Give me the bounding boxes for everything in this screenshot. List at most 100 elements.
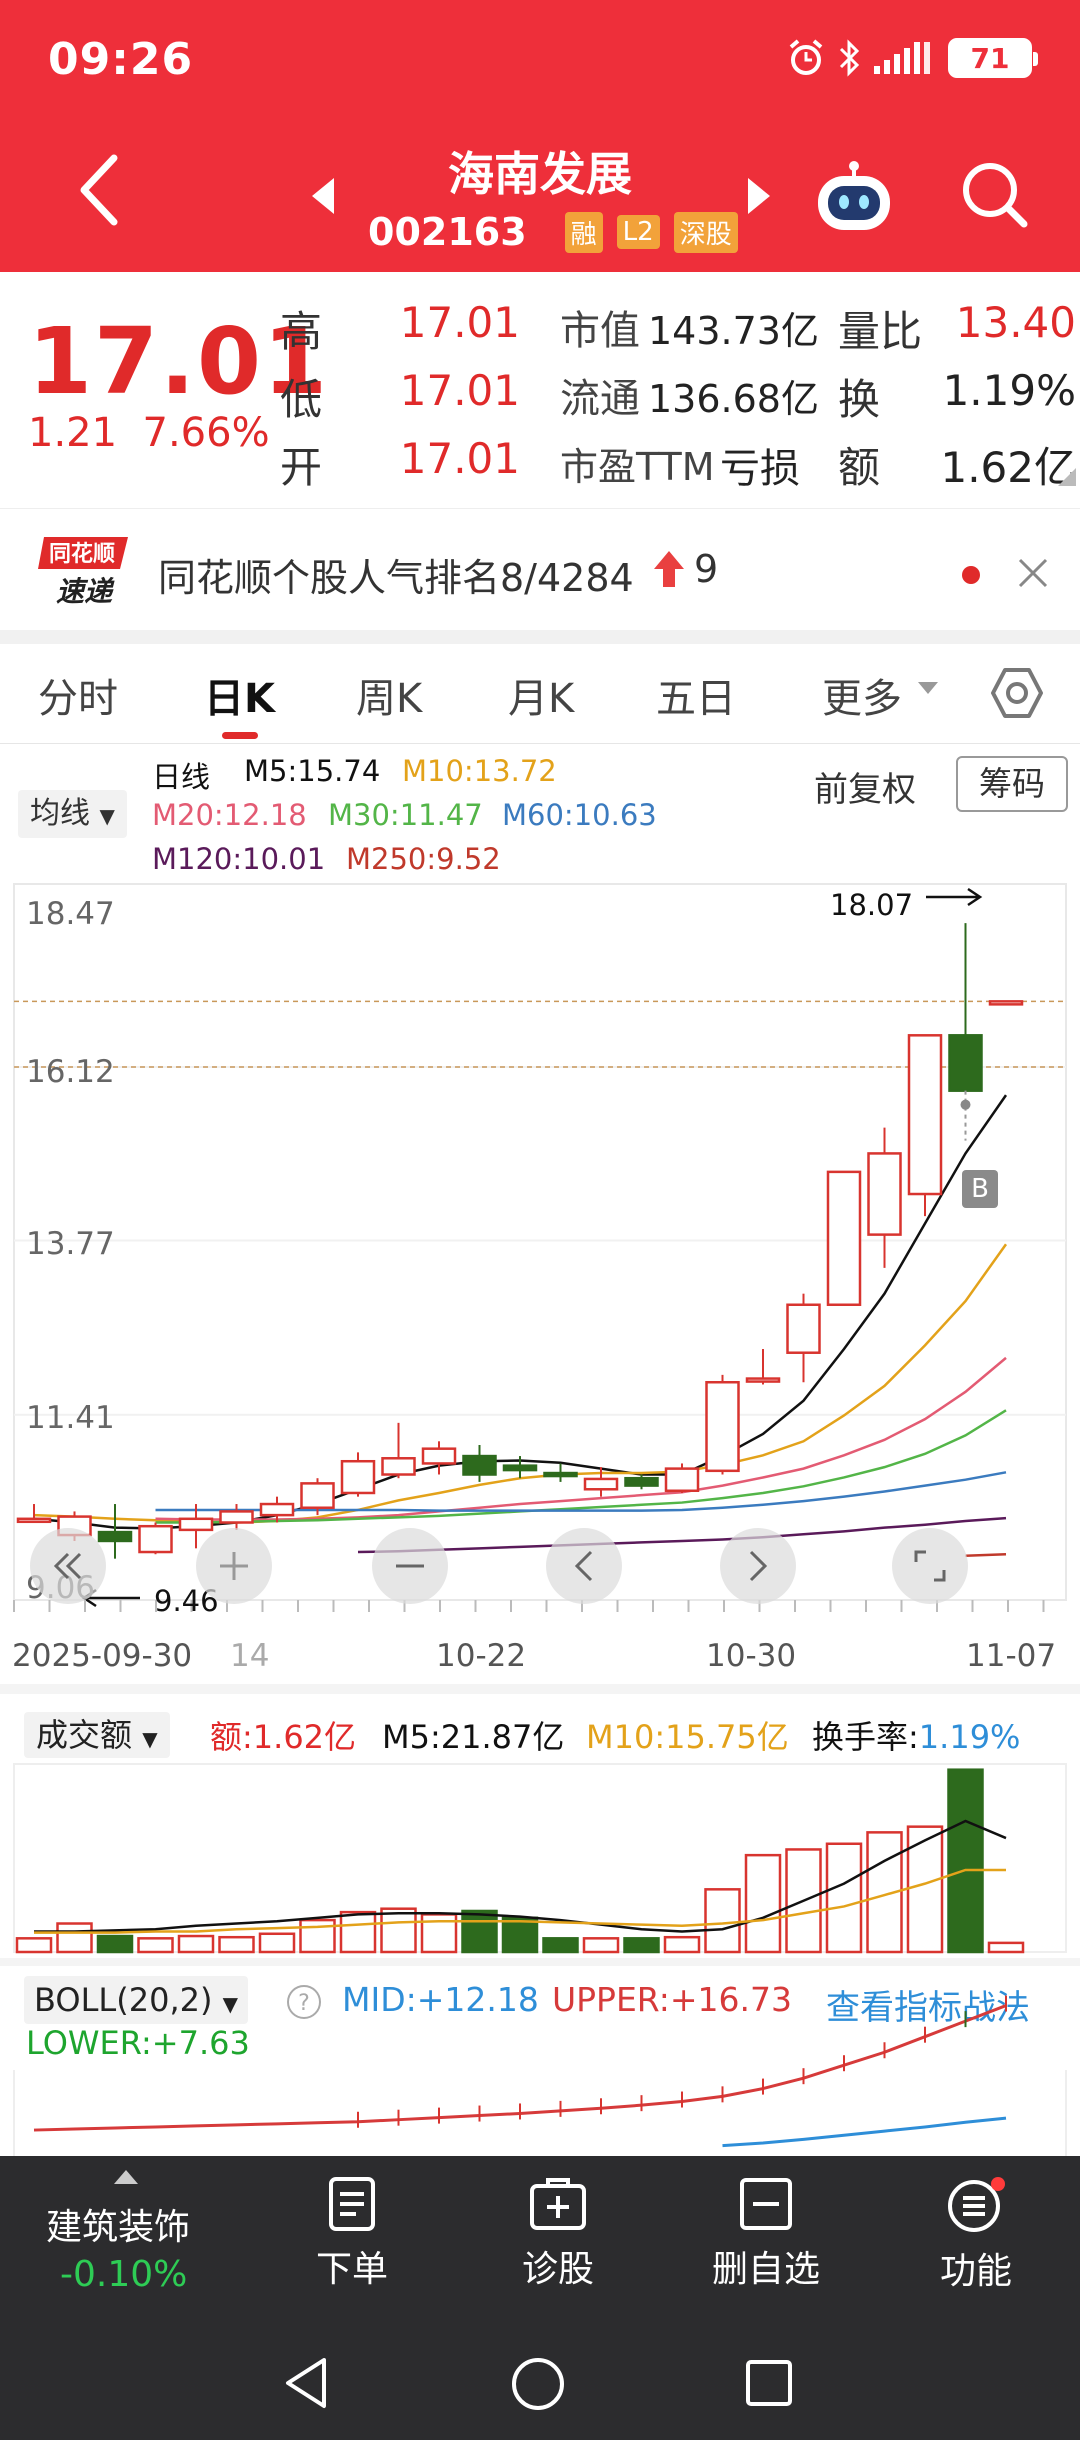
- close-icon[interactable]: [1014, 554, 1052, 592]
- volume-bar: [380, 1907, 417, 1954]
- signal-icon: [874, 42, 930, 74]
- high-arrow: [926, 887, 983, 907]
- float-cap-value: 136.68亿: [648, 377, 819, 421]
- candle-body: [502, 1464, 538, 1472]
- volume-chart[interactable]: [0, 1760, 1080, 1960]
- tab-monthly-k[interactable]: 月K: [508, 676, 575, 722]
- ma20-label: M20:12.18: [152, 798, 307, 832]
- chip-distribution-button[interactable]: 筹码: [956, 756, 1068, 812]
- volume-indicator-select[interactable]: 成交额 ▼: [24, 1712, 170, 1758]
- scroll-left-button[interactable]: [546, 1528, 622, 1604]
- candle-body: [340, 1459, 376, 1495]
- candle-body: [786, 1303, 821, 1354]
- section-divider: [0, 1684, 1080, 1694]
- volume-bar: [623, 1937, 660, 1954]
- float-cap-label: 流通: [560, 376, 640, 422]
- volume-bar: [96, 1934, 134, 1954]
- tab-weekly-k[interactable]: 周K: [356, 676, 423, 722]
- forward-adjust-toggle[interactable]: 前复权: [814, 770, 916, 810]
- boll-chart[interactable]: [0, 1990, 1080, 2156]
- volume-bar: [56, 1922, 93, 1954]
- back-button[interactable]: [70, 150, 130, 230]
- robot-assistant-icon[interactable]: [814, 160, 894, 232]
- change-percent: 7.66%: [142, 410, 270, 456]
- boll-mid: MID:+12.18: [342, 1980, 539, 2019]
- rank-up-arrow-icon: [654, 551, 684, 587]
- fullscreen-icon: [914, 1550, 946, 1582]
- candle-body: [867, 1152, 902, 1236]
- candle-body: [664, 1467, 700, 1493]
- candle-body: [948, 1034, 983, 1092]
- svg-text:同花顺: 同花顺: [49, 541, 115, 567]
- volume-bar: [501, 1916, 539, 1954]
- help-icon[interactable]: ?: [286, 1984, 322, 2020]
- fullscreen-button[interactable]: [892, 1528, 968, 1604]
- prev-stock-arrow[interactable]: [308, 176, 338, 216]
- remove-watchlist-button[interactable]: 删自选: [666, 2176, 866, 2292]
- low-value: 17.01: [399, 366, 520, 415]
- chevron-down-icon: [918, 682, 938, 694]
- tab-five-day[interactable]: 五日: [656, 676, 736, 722]
- change-value: 1.21: [28, 410, 118, 456]
- scroll-start-button[interactable]: [30, 1528, 106, 1604]
- expand-up-icon[interactable]: [112, 2168, 140, 2186]
- diagnose-button[interactable]: 诊股: [458, 2176, 658, 2292]
- turnover-value: 1.19%: [942, 366, 1076, 415]
- tab-more[interactable]: 更多: [822, 676, 902, 722]
- candle-body: [826, 1170, 862, 1306]
- szhk-tag: 深股: [673, 211, 738, 253]
- battery-indicator: 71: [948, 38, 1038, 78]
- boll-lower: LOWER:+7.63: [26, 2024, 250, 2062]
- chevron-left-icon: [574, 1550, 593, 1582]
- volume-bar: [663, 1935, 701, 1954]
- functions-button[interactable]: 功能: [876, 2176, 1076, 2294]
- status-icons: 71: [786, 36, 1038, 80]
- price-change: 1.21 7.66%: [28, 410, 270, 456]
- nav-back-icon[interactable]: [282, 2356, 332, 2410]
- candle-body: [583, 1477, 619, 1491]
- header-bar: 09:26 71 海南发展 002163 融 L2 深股: [0, 0, 1080, 272]
- boll-indicator-select[interactable]: BOLL(20,2) ▼: [24, 1976, 249, 2024]
- x-date-label: 14: [230, 1638, 270, 1674]
- zoom-out-button[interactable]: [372, 1528, 448, 1604]
- expand-corner-icon[interactable]: [1058, 468, 1076, 486]
- scroll-right-button[interactable]: [720, 1528, 796, 1604]
- ma5-label: M5:15.74: [244, 754, 381, 788]
- x-date-label: 10-22: [436, 1638, 527, 1674]
- tab-daily-k[interactable]: 日K: [204, 676, 275, 722]
- candle-body: [988, 1000, 1024, 1006]
- buy-point-marker[interactable]: B: [962, 1170, 998, 1208]
- section-divider: [0, 630, 1080, 644]
- ma-line-m30: [155, 1409, 1007, 1524]
- order-button[interactable]: 下单: [252, 2176, 452, 2292]
- plus-icon: [220, 1552, 248, 1580]
- next-stock-arrow[interactable]: [744, 176, 774, 216]
- search-icon[interactable]: [958, 158, 1032, 232]
- sector-name[interactable]: 建筑装饰: [46, 2207, 191, 2248]
- zoom-in-button[interactable]: [196, 1528, 272, 1604]
- nav-home-icon[interactable]: [510, 2356, 566, 2412]
- order-document-icon: [329, 2177, 375, 2231]
- news-banner[interactable]: 同花顺 速递 同花顺个股人气排名8/4284 9: [0, 508, 1080, 630]
- candle-body: [421, 1447, 457, 1465]
- market-cap-label: 市值: [560, 308, 640, 354]
- kline-chart[interactable]: [0, 880, 1080, 1640]
- boll-mid-line: [722, 2116, 1007, 2148]
- turnover-rate: 换手率:1.19%: [812, 1718, 1021, 1756]
- candle-body: [705, 1380, 740, 1473]
- ma-indicator-select[interactable]: 均线 ▼: [18, 790, 127, 838]
- diagnose-label: 诊股: [521, 2249, 594, 2290]
- volume-ratio-value: 13.40: [955, 298, 1076, 347]
- settings-hexagon-icon[interactable]: [990, 666, 1044, 720]
- candle-body: [178, 1517, 214, 1532]
- x-date-label: 11-07: [966, 1638, 1057, 1674]
- turnover-label: 换: [838, 375, 881, 424]
- nav-recents-icon[interactable]: [744, 2358, 794, 2408]
- stock-code-row: 002163 融 L2 深股: [368, 210, 738, 254]
- margin-tag: 融: [564, 211, 603, 253]
- volume-amount: 额:1.62亿: [210, 1718, 357, 1756]
- tab-intraday[interactable]: 分时: [38, 676, 118, 722]
- pe-value: 亏损: [720, 446, 800, 492]
- volume-bar: [987, 1941, 1025, 1954]
- rank-up-count: 9: [694, 547, 719, 591]
